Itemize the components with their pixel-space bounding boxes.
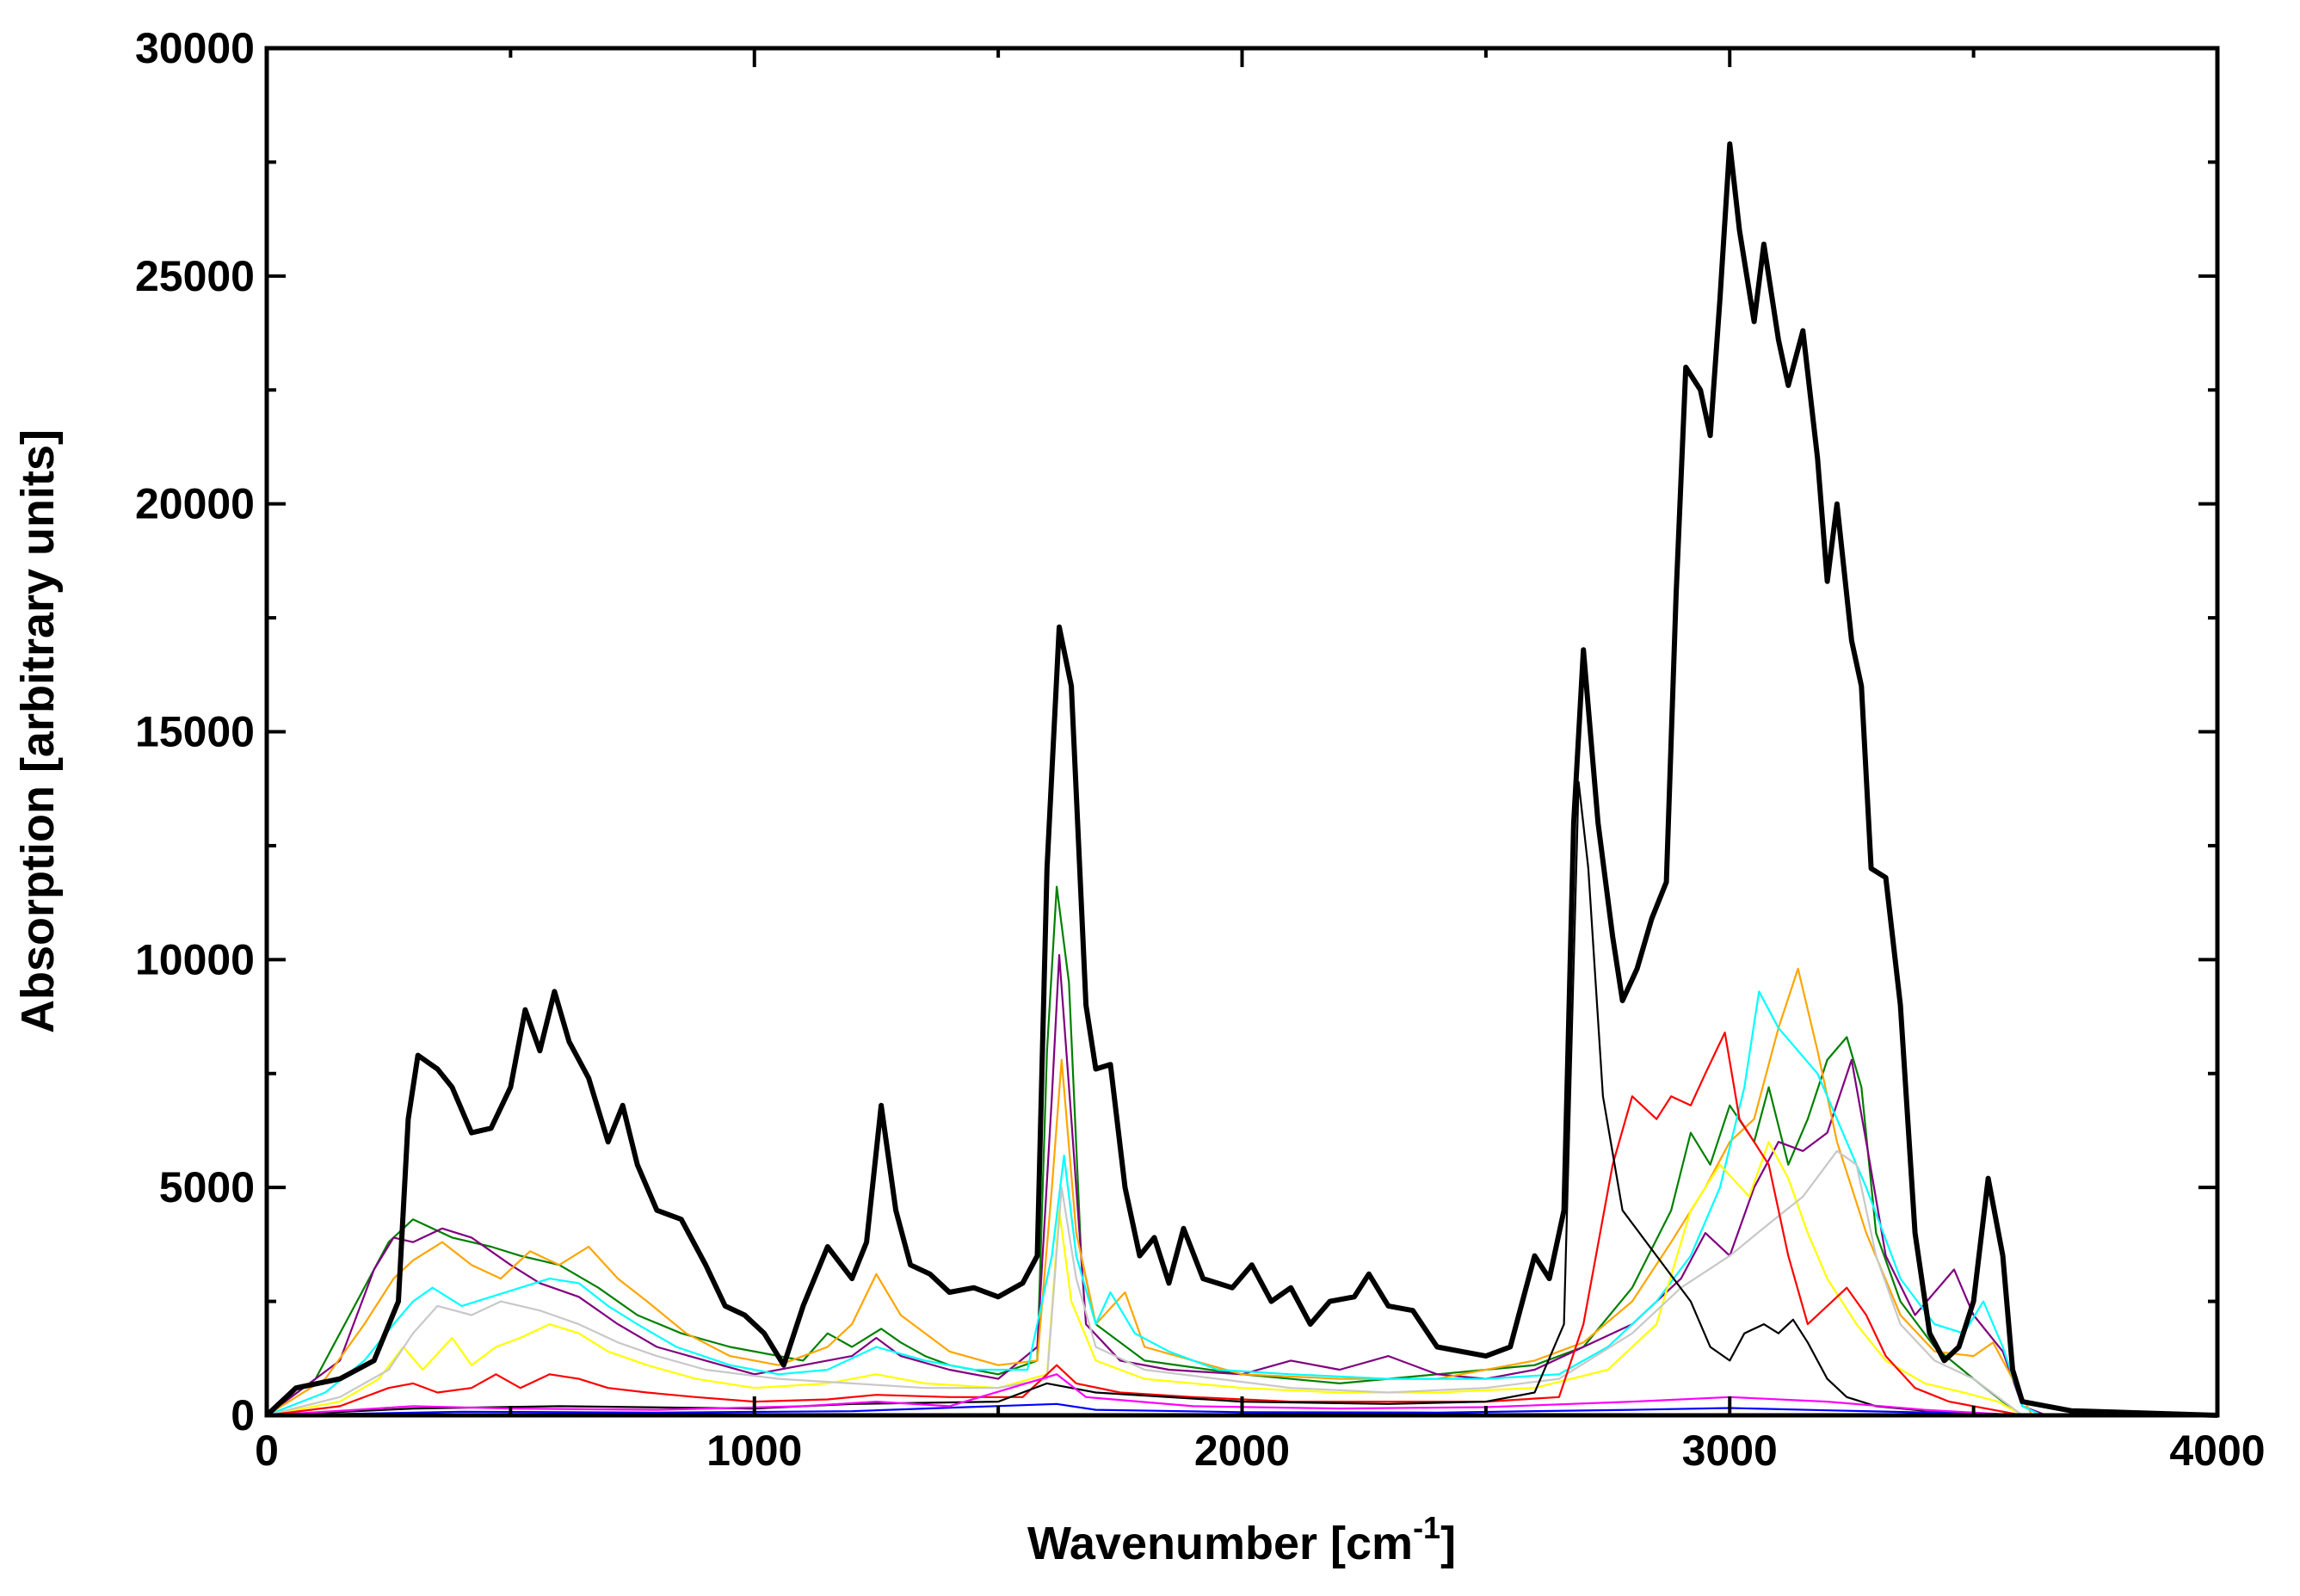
series-line-magenta	[266, 1373, 2023, 1417]
y-tick-label: 20000	[135, 480, 255, 528]
series-line-green	[266, 885, 2023, 1416]
y-tick-label: 25000	[135, 252, 255, 300]
x-tick-label: 4000	[2169, 1427, 2265, 1475]
ticks-layer: 0 1000 2000 3000 4000 0 5000 10000 15000 20000 250…	[135, 24, 2266, 1475]
series-line-black-thin	[266, 780, 2023, 1417]
series-line-purple	[266, 953, 2047, 1417]
y-tick-label: 0	[231, 1391, 255, 1439]
y-axis-label: Absorption [arbitrary units]	[12, 429, 64, 1033]
y-tick-label: 30000	[135, 24, 255, 72]
y-tick-label: 10000	[135, 935, 255, 983]
x-axis-label: Wavenumber [cm-1]	[1027, 1510, 1456, 1569]
x-axis-label-text: Wavenumber [cm	[1027, 1518, 1413, 1569]
x-tick-label: 3000	[1682, 1427, 1778, 1475]
y-tick-label: 15000	[135, 708, 255, 756]
series-layer	[264, 141, 2218, 1418]
series-line-orange	[266, 967, 2033, 1416]
x-axis-label-superscript: -1	[1413, 1510, 1440, 1545]
x-tick-label: 2000	[1194, 1427, 1290, 1475]
series-line-red	[266, 1031, 2023, 1417]
series-line-total	[264, 141, 2218, 1418]
x-axis-label-close: ]	[1440, 1518, 1456, 1569]
series-line-light-gray	[266, 1149, 2023, 1417]
series-line-cyan	[266, 990, 2043, 1417]
series-line-yellow	[266, 1141, 2023, 1417]
x-tick-label: 1000	[706, 1427, 802, 1475]
x-tick-label: 0	[255, 1427, 279, 1475]
y-tick-label: 5000	[159, 1163, 255, 1211]
